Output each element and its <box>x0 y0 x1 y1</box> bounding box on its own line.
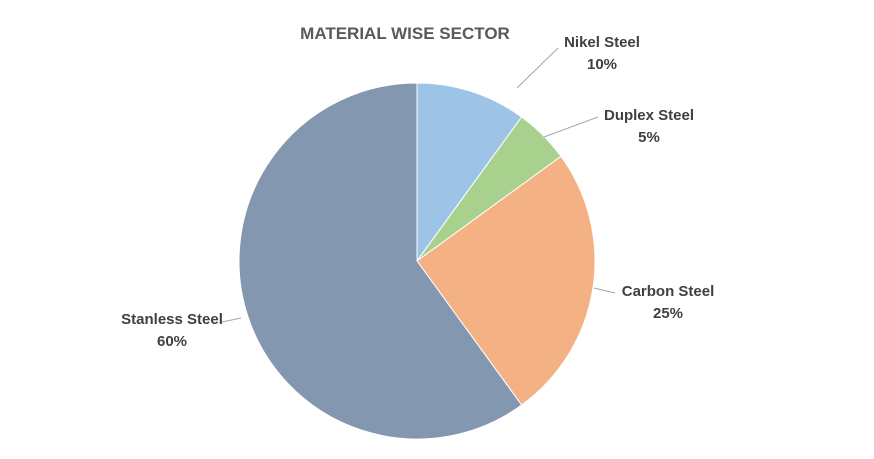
slice-label-value: 10% <box>587 56 617 73</box>
leader-line-carbon-steel <box>593 287 616 294</box>
pie-slice-nikel-steel <box>416 82 523 263</box>
slice-label-name: Carbon Steel <box>622 283 715 300</box>
slice-label-value: 25% <box>653 305 683 322</box>
pie-slice-carbon-steel <box>416 155 596 406</box>
leader-lines <box>221 47 616 323</box>
slice-label-value: 5% <box>638 129 660 146</box>
slice-label-name: Nikel Steel <box>564 34 640 51</box>
slice-label-name: Duplex Steel <box>604 107 694 124</box>
pie-slice-stanless-steel <box>238 82 523 440</box>
slice-label-stanless-steel: Stanless Steel 60% <box>121 311 223 350</box>
slice-label-name: Stanless Steel <box>121 311 223 328</box>
slice-label-value: 60% <box>157 333 187 350</box>
slice-labels: Nikel Steel 10% Duplex Steel 5% Carbon Steel… <box>121 34 714 350</box>
slice-label-duplex-steel: Duplex Steel 5% <box>604 107 694 146</box>
leader-line-stanless-steel <box>221 317 242 323</box>
leader-line-nikel-steel <box>516 47 559 89</box>
pie-slices <box>238 82 596 440</box>
slice-label-carbon-steel: Carbon Steel 25% <box>622 283 715 322</box>
slice-label-nikel-steel: Nikel Steel 10% <box>564 34 640 73</box>
leader-line-duplex-steel <box>543 116 599 138</box>
chart-title: MATERIAL WISE SECTOR <box>300 24 510 43</box>
